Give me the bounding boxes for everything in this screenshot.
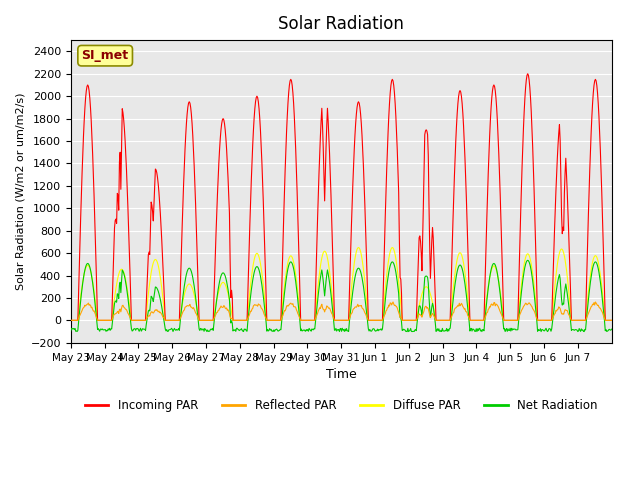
X-axis label: Time: Time — [326, 368, 356, 381]
Y-axis label: Solar Radiation (W/m2 or um/m2/s): Solar Radiation (W/m2 or um/m2/s) — [15, 93, 25, 290]
Text: SI_met: SI_met — [81, 49, 129, 62]
Legend: Incoming PAR, Reflected PAR, Diffuse PAR, Net Radiation: Incoming PAR, Reflected PAR, Diffuse PAR… — [80, 394, 603, 417]
Title: Solar Radiation: Solar Radiation — [278, 15, 404, 33]
